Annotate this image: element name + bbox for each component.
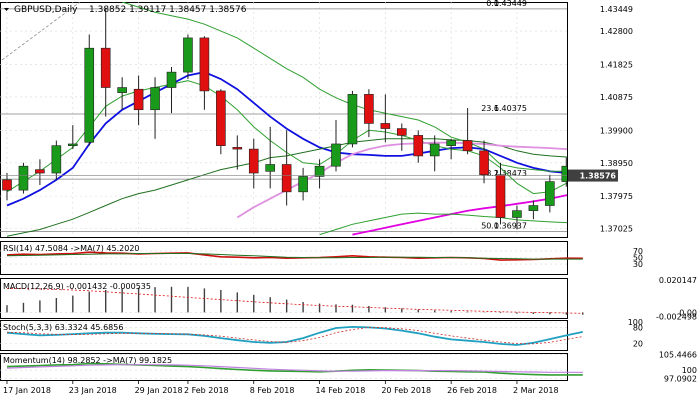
fib-level-ratio: 23.6 <box>481 104 499 113</box>
moving-average-line <box>6 71 567 207</box>
bearish-candle <box>479 150 489 176</box>
bearish-candle <box>35 169 45 174</box>
stoch-line <box>6 325 583 346</box>
bullish-candle <box>429 143 440 157</box>
stoch-y-tick-label: 20 <box>633 339 643 348</box>
bullish-candle <box>68 143 78 146</box>
bullish-candle <box>347 94 358 145</box>
x-axis-date-label: 8 Feb 2018 <box>250 386 295 395</box>
price-y-tick-label: 1.38950 <box>600 159 633 168</box>
bullish-candle <box>166 71 177 88</box>
price-overlays <box>1 2 567 237</box>
stoch-line <box>6 326 583 345</box>
chart-title: GBPUSD,Daily <box>14 5 78 15</box>
price-panel-frame <box>0 2 568 238</box>
bearish-candle <box>396 128 407 136</box>
x-axis-date-label: 17 Jan 2018 <box>3 386 51 395</box>
bearish-candle <box>462 140 473 152</box>
bearish-candle <box>364 94 374 124</box>
fib-level-ratio: 50.0 <box>481 222 499 231</box>
current-price-marker <box>568 169 618 182</box>
bullish-candle <box>331 143 341 167</box>
bullish-candle <box>512 210 522 218</box>
rsi-line <box>6 251 583 261</box>
current-price-label: 1.38576 <box>580 172 617 181</box>
bullish-candle <box>545 181 555 206</box>
moving-average-line <box>352 194 567 236</box>
bearish-candle <box>248 148 259 174</box>
bullish-candle <box>528 205 539 211</box>
bearish-candle <box>232 147 243 150</box>
rsi-y-tick-label: 30 <box>633 260 643 269</box>
bullish-candle <box>298 176 308 193</box>
macd-y-tick-label: -0.002498 <box>656 312 697 321</box>
macd-signal-line <box>6 288 583 314</box>
momentum-y-tick-label: 97.0902 <box>664 374 697 383</box>
bullish-candle <box>84 47 95 143</box>
rsi-y-tick-label: 50 <box>633 254 643 263</box>
momentum-y-tick-label: 105.4466 <box>659 351 697 360</box>
x-axis-date-label: 23 Jan 2018 <box>69 386 117 395</box>
price-y-tick-label: 1.42800 <box>600 27 633 36</box>
moving-average-line <box>319 212 567 236</box>
stoch-label: Stoch(5,3,3) 63.3324 45.6856 <box>3 323 123 332</box>
bearish-candle <box>199 37 210 92</box>
bullish-candle <box>183 37 193 73</box>
bullish-candle <box>561 165 567 182</box>
price-y-tick-label: 1.43449 <box>600 5 633 14</box>
fib-level-ratio: 38.2 <box>481 169 499 178</box>
macd-panel-frame <box>0 278 568 319</box>
rsi-label: RSI(14) 47.5084 ->MA(7) 45.2020 <box>3 244 140 253</box>
bearish-candle <box>495 174 506 218</box>
price-y-tick-label: 1.40875 <box>600 93 633 102</box>
bullish-candle <box>314 165 325 177</box>
rsi-line <box>6 253 583 260</box>
stoch-y-tick-label: 100 <box>628 318 643 327</box>
bearish-candle <box>413 135 424 157</box>
ohlc-values: 1.38852 1.39117 1.38457 1.38576 <box>89 5 247 15</box>
bearish-candle <box>133 88 144 111</box>
macd-label: MACD(12,26,9) -0.001432 -0.000535 <box>3 282 151 291</box>
price-y-tick-label: 1.37975 <box>600 192 633 201</box>
bearish-candle <box>380 123 391 129</box>
bearish-candle <box>216 90 226 146</box>
x-axis-date-label: 20 Feb 2018 <box>381 386 431 395</box>
moving-average-line <box>236 141 567 219</box>
price-y-tick-label: 1.41825 <box>600 60 633 69</box>
bullish-candle <box>446 140 456 146</box>
dropdown-arrow-icon <box>4 8 9 11</box>
bullish-candle <box>117 87 127 93</box>
momentum-line <box>6 362 583 376</box>
macd-y-tick-label: 0.020147 <box>659 276 697 285</box>
x-axis-date-label: 14 Feb 2018 <box>316 386 366 395</box>
price-y-tick-label: 1.39900 <box>600 126 633 135</box>
bearish-candle <box>281 164 292 193</box>
fib-level-ratio: 0.0 <box>486 0 499 8</box>
momentum-y-tick-label: 100 <box>682 366 697 375</box>
trendline <box>1 2 81 61</box>
bullish-candle <box>265 164 276 172</box>
fib-level-price: 1.43449 <box>494 0 527 8</box>
momentum-line <box>6 364 583 373</box>
moving-average-line <box>6 138 567 237</box>
fib-level-price: 1.40375 <box>494 104 527 113</box>
bearish-candle <box>2 179 12 191</box>
fib-level-price: 1.38473 <box>494 169 527 178</box>
bullish-candle <box>51 145 62 174</box>
x-axis-date-label: 2 Mar 2018 <box>513 386 559 395</box>
rsi-y-tick-label: 70 <box>633 247 643 256</box>
bullish-candle <box>150 87 160 111</box>
stoch-y-tick-label: 80 <box>633 323 643 332</box>
bullish-candle <box>18 165 29 191</box>
macd-y-tick-label: 0.00 <box>679 308 697 317</box>
x-axis-date-label: 29 Jan 2018 <box>135 386 183 395</box>
momentum-label: Momentum(14) 98.2852 ->MA(7) 99.1825 <box>3 356 172 365</box>
fib-level-price: 1.36937 <box>494 222 527 231</box>
bearish-candle <box>100 47 111 88</box>
x-axis-date-label: 2 Feb 2018 <box>184 386 229 395</box>
x-axis-date-label: 26 Feb 2018 <box>447 386 497 395</box>
price-y-tick-label: 1.37025 <box>600 225 633 234</box>
